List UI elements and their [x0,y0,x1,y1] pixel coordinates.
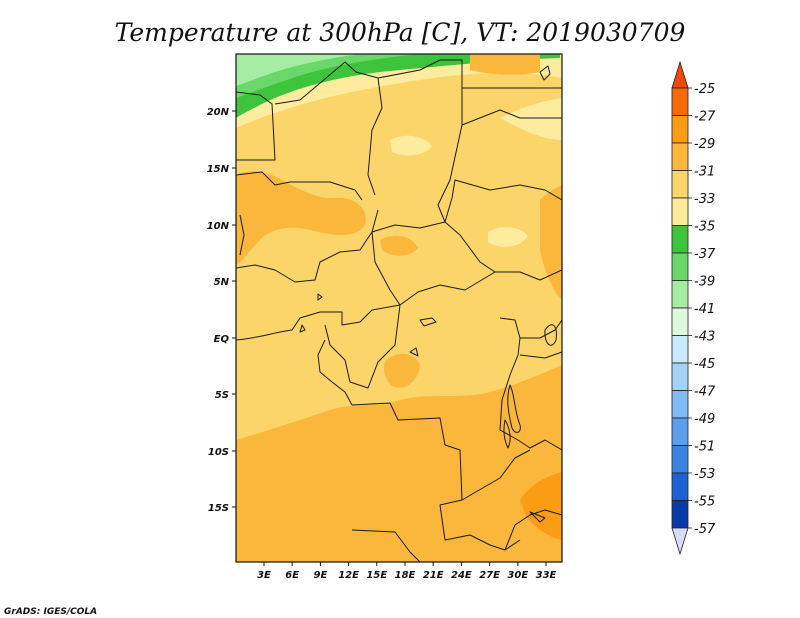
colorbar-label: -33 [694,192,715,207]
colorbar-label: -45 [694,357,715,372]
lon-tick-label: 27E [479,570,500,581]
temperature-contour-pale-northeast [500,98,562,140]
temperature-contour-green-light [236,54,360,86]
lat-tick-label: 10N [207,221,230,232]
colorbar-bin [671,87,689,116]
lon-tick-label: 21E [423,570,444,581]
lon-tick-label: 24E [451,570,472,581]
colorbar-label: -57 [694,522,716,537]
colorbar-label: -27 [694,110,716,125]
page-title: Temperature at 300hPa [C], VT: 201903070… [115,18,686,47]
colorbar-bin [671,500,689,529]
map-frame [235,53,563,563]
colorbar-bin [671,170,689,199]
temperature-contour-dark-orange [520,472,562,540]
colorbar-label: -29 [694,137,715,152]
temperature-contour-pale-center [390,135,432,156]
colorbar-bin [671,280,689,309]
lon-tick-label: 3E [257,570,271,581]
colorbar-label: -25 [694,82,715,97]
colorbar-bin [671,390,689,419]
colorbar-bin [671,335,689,364]
colorbar-label: -49 [694,412,715,427]
colorbar-label: -43 [694,330,715,345]
colorbar-label: -39 [694,275,715,290]
lon-tick-label: 30E [507,570,528,581]
colorbar-bottom-arrow [671,527,689,556]
lon-tick-label: 6E [285,570,299,581]
colorbar-label: -51 [694,440,715,455]
colorbar-bin [671,362,689,391]
lat-tick-label: 15S [208,503,229,514]
colorbar-label: -41 [694,302,715,317]
map-area [236,54,562,562]
temperature-contour-orange-congo [384,353,420,388]
colorbar-bin [671,197,689,226]
colorbar-bin [671,445,689,474]
lon-tick-label: 12E [338,570,359,581]
lon-tick-label: 9E [314,570,328,581]
colorbar-bin [671,252,689,281]
colorbar-label: -47 [694,385,716,400]
country-borders [236,59,562,562]
colorbar-label: -53 [694,467,715,482]
colorbar-bin [671,115,689,144]
temperature-contour-orange-center [380,235,418,256]
colorbar-top-arrow [671,60,689,89]
latitude-axis: 20N 15N 10N 5N EQ 5S 10S 15S [207,107,236,514]
grads-credit: GrADS: IGES/COLA [4,607,97,617]
temperature-contour-pale-east [488,227,528,247]
temperature-contour-orange-west [236,171,366,265]
colorbar-bin [671,472,689,501]
colorbar-label: -37 [694,247,716,262]
colorbar-bin [671,417,689,446]
temperature-contour-orange-east [540,185,562,300]
lat-tick-label: 5S [215,390,229,401]
lon-tick-label: 15E [366,570,387,581]
colorbar-label: -31 [694,165,715,180]
colorbar: -25 -27 -29 -31 -33 -35 -37 -39 -41 -43 -45 -47 -49 -… [671,60,716,556]
colorbar-bin [671,307,689,336]
lon-tick-label: 33E [536,570,557,581]
longitude-axis: 3E 6E 9E 12E 15E 18E 21E 24E 27E 30E 33E [257,562,557,581]
lat-tick-label: 20N [207,107,230,118]
colorbar-label: -55 [694,495,715,510]
colorbar-label: -35 [694,220,715,235]
lat-tick-label: 10S [208,447,229,458]
temperature-contour-orange-south [236,365,562,562]
colorbar-bin [671,225,689,254]
temperature-contour-orange-northeast [470,54,540,75]
lon-tick-label: 18E [395,570,416,581]
colorbar-bin [671,142,689,171]
lat-tick-label: 5N [214,277,230,288]
lat-tick-label: EQ [214,334,230,345]
lat-tick-label: 15N [207,164,230,175]
